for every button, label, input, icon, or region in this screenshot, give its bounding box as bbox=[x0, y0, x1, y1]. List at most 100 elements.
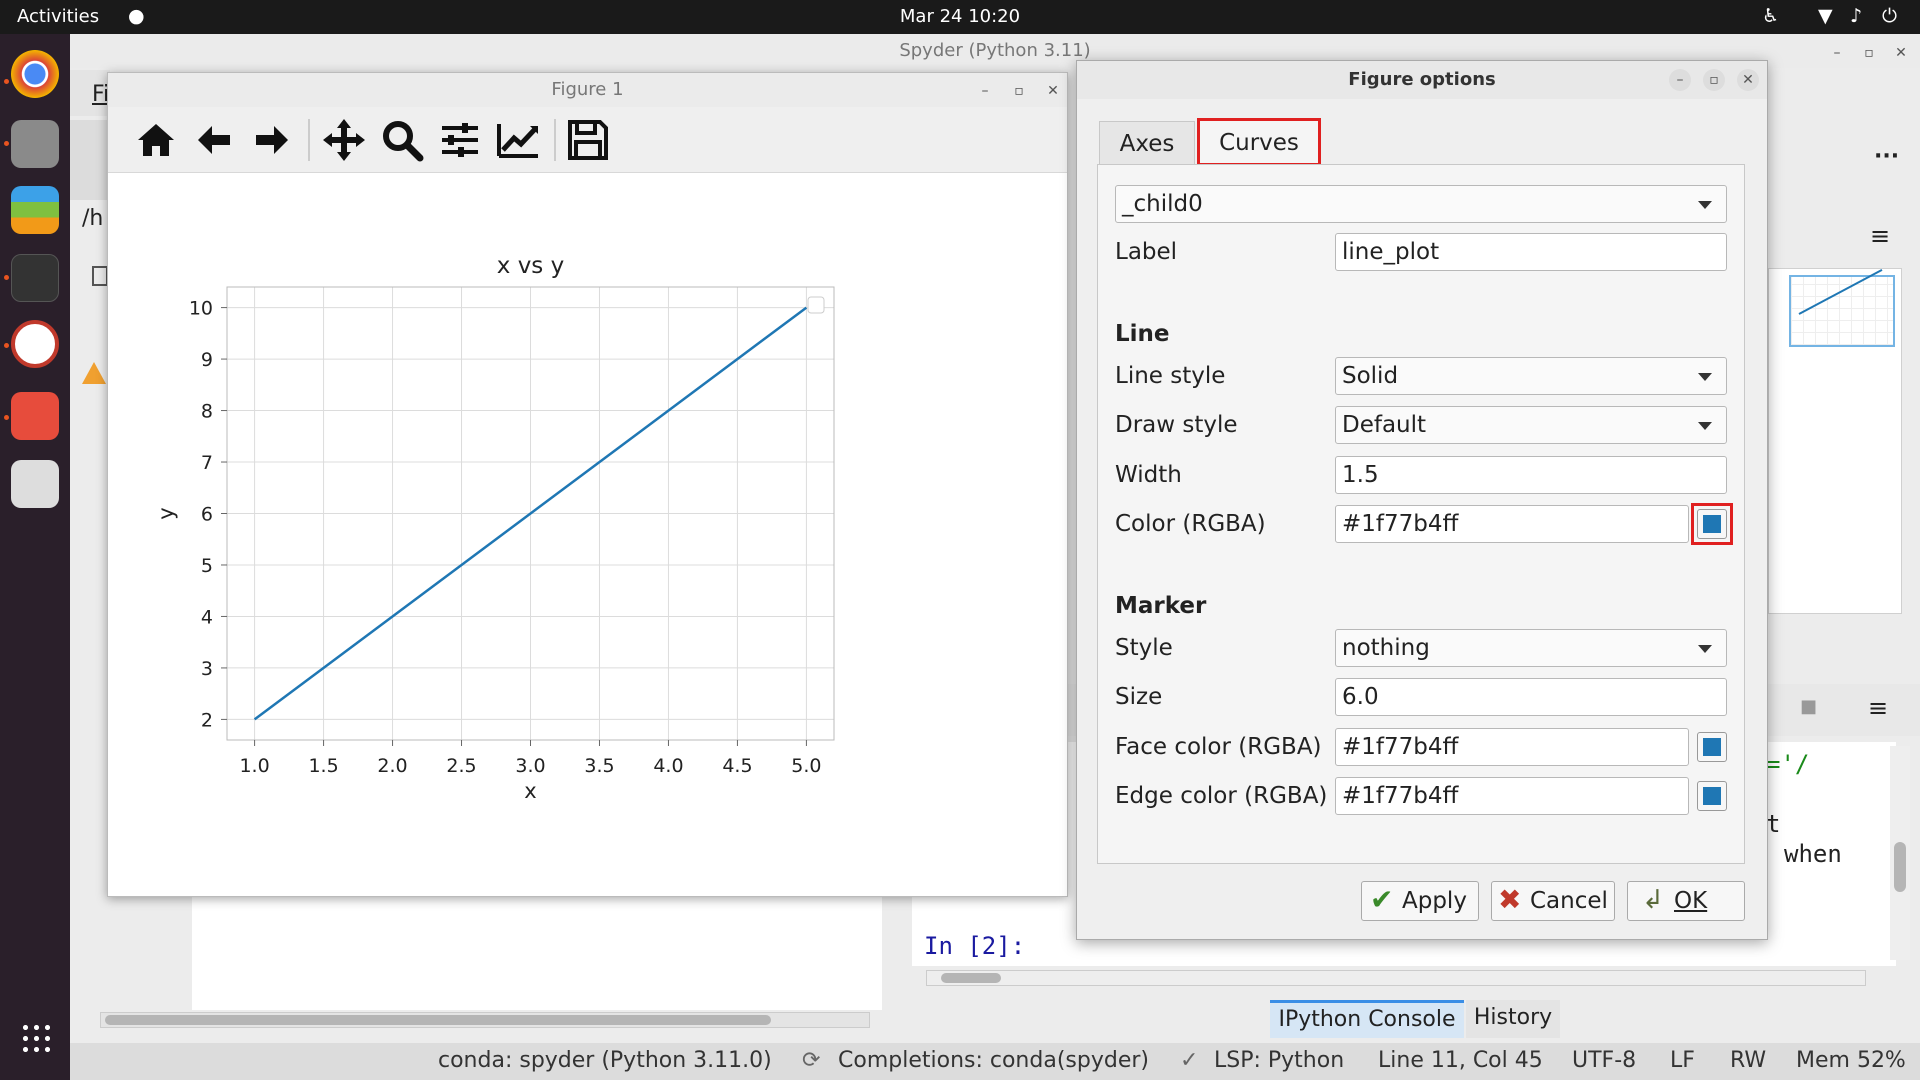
pan-icon[interactable] bbox=[320, 116, 368, 164]
line-style-value: Solid bbox=[1342, 363, 1399, 389]
console-menu-icon[interactable]: ≡ bbox=[1868, 694, 1889, 722]
color-picker-button[interactable] bbox=[1697, 509, 1727, 539]
status-completions[interactable]: Completions: conda(spyder) bbox=[838, 1048, 1149, 1073]
label-field[interactable]: line_plot bbox=[1335, 233, 1727, 271]
edge-color-swatch bbox=[1703, 787, 1721, 805]
stop-icon[interactable]: ■ bbox=[1800, 696, 1818, 717]
accessibility-icon[interactable]: ♿ bbox=[1762, 5, 1780, 27]
apply-button[interactable]: ✔ Apply bbox=[1361, 881, 1479, 921]
line-chart[interactable]: 1.0 1.5 2.0 2.5 3.0 3.5 4.0 4.5 5.0 2 3 4 5 6 7 8 9 10 x … bbox=[108, 173, 1067, 897]
chart-series bbox=[253, 306, 808, 721]
chart-tick-labels: 1.0 1.5 2.0 2.5 3.0 3.5 4.0 4.5 5.0 2 3 4 5 6 7 8 9 10 bbox=[189, 298, 822, 777]
y-tick-label: 4 bbox=[201, 606, 213, 628]
curve-select-value: _child0 bbox=[1122, 191, 1203, 217]
cancel-icon: ✖ bbox=[1498, 883, 1522, 916]
spyder-close-button[interactable]: ✕ bbox=[1895, 45, 1907, 61]
cancel-label: Cancel bbox=[1530, 888, 1608, 914]
power-icon[interactable]: ⏻ bbox=[1882, 5, 1898, 27]
home-icon[interactable] bbox=[132, 116, 180, 164]
edge-color-picker-button[interactable] bbox=[1697, 781, 1727, 811]
figure-close-button[interactable]: ✕ bbox=[1047, 83, 1059, 99]
menu-file[interactable]: Fi bbox=[92, 82, 110, 107]
tab-axes[interactable]: Axes bbox=[1099, 121, 1195, 165]
console-text-3: when bbox=[1784, 840, 1842, 868]
status-mode: RW bbox=[1730, 1048, 1767, 1073]
figure-title: Figure 1 bbox=[108, 73, 1067, 107]
console-v-scrollbar[interactable] bbox=[1890, 746, 1910, 960]
status-lsp[interactable]: LSP: Python bbox=[1214, 1048, 1345, 1073]
color-picker-highlight bbox=[1691, 503, 1733, 545]
cancel-button[interactable]: ✖ Cancel bbox=[1491, 881, 1615, 921]
chevron-down-icon bbox=[1698, 422, 1712, 430]
editor-h-scrollbar[interactable] bbox=[100, 1012, 870, 1028]
dialog-maximize-button[interactable]: ▫ bbox=[1703, 69, 1725, 91]
tab-history[interactable]: History bbox=[1466, 1000, 1560, 1038]
width-field[interactable]: 1.5 bbox=[1335, 456, 1727, 494]
size-field[interactable]: 6.0 bbox=[1335, 678, 1727, 716]
y-tick-label: 7 bbox=[201, 452, 213, 474]
layers-app-icon[interactable] bbox=[11, 186, 59, 234]
line-style-select[interactable]: Solid bbox=[1335, 357, 1727, 395]
chart-legend bbox=[807, 296, 825, 314]
forward-arrow-icon[interactable] bbox=[248, 116, 296, 164]
curve-select[interactable]: _child0 bbox=[1115, 185, 1727, 223]
subplots-icon[interactable] bbox=[436, 116, 484, 164]
checkbox-fragment[interactable] bbox=[92, 266, 108, 286]
files-icon[interactable] bbox=[11, 120, 59, 168]
spyder-maximize-button[interactable]: ▫ bbox=[1864, 45, 1874, 61]
x-tick-label: 3.0 bbox=[515, 755, 545, 777]
spyder-icon[interactable] bbox=[11, 320, 59, 368]
y-tick-label: 8 bbox=[201, 401, 213, 423]
x-tick-label: 4.0 bbox=[653, 755, 683, 777]
tab-ipython-console[interactable]: IPython Console bbox=[1270, 1000, 1464, 1038]
more-options-icon[interactable]: ··· bbox=[1874, 144, 1900, 169]
status-conda[interactable]: conda: spyder (Python 3.11.0) bbox=[438, 1048, 772, 1073]
tab-curves[interactable]: Curves bbox=[1197, 118, 1321, 166]
label-label: Label bbox=[1115, 239, 1178, 265]
color-field[interactable]: #1f77b4ff bbox=[1335, 505, 1689, 543]
editor-area[interactable] bbox=[192, 890, 882, 1010]
figure-maximize-button[interactable]: ▫ bbox=[1014, 83, 1024, 99]
edit-axis-icon[interactable] bbox=[494, 116, 542, 164]
text-editor-icon[interactable] bbox=[11, 392, 59, 440]
trash-icon[interactable] bbox=[11, 460, 59, 508]
console-h-scrollbar[interactable] bbox=[926, 970, 1866, 986]
lsp-check-icon: ✓ bbox=[1180, 1048, 1199, 1073]
chrome-icon[interactable] bbox=[11, 50, 59, 98]
spyder-minimize-button[interactable]: – bbox=[1833, 45, 1841, 61]
width-label: Width bbox=[1115, 462, 1182, 488]
ok-button[interactable]: ↲ OK bbox=[1627, 881, 1745, 921]
x-tick-label: 1.0 bbox=[239, 755, 269, 777]
activities-button[interactable]: Activities bbox=[17, 6, 100, 27]
terminal-icon[interactable] bbox=[11, 254, 59, 302]
status-memory: Mem 52% bbox=[1796, 1048, 1906, 1073]
face-color-field[interactable]: #1f77b4ff bbox=[1335, 728, 1689, 766]
face-color-picker-button[interactable] bbox=[1697, 732, 1727, 762]
volume-icon[interactable]: ♪ bbox=[1850, 5, 1863, 27]
marker-style-select[interactable]: nothing bbox=[1335, 629, 1727, 667]
x-tick-label: 2.5 bbox=[446, 755, 476, 777]
save-icon[interactable] bbox=[564, 116, 612, 164]
y-tick-label: 9 bbox=[201, 349, 213, 371]
chart-title: x vs y bbox=[497, 253, 564, 279]
edge-color-field[interactable]: #1f77b4ff bbox=[1335, 777, 1689, 815]
wifi-icon[interactable]: ▼ bbox=[1818, 5, 1833, 27]
dialog-close-button[interactable]: ✕ bbox=[1737, 69, 1759, 91]
plots-menu-icon[interactable]: ≡ bbox=[1870, 222, 1891, 250]
plots-pane bbox=[1768, 268, 1902, 614]
plot-thumbnail[interactable] bbox=[1789, 268, 1895, 347]
check-icon: ✔ bbox=[1370, 883, 1394, 916]
spyder-status-icon[interactable]: ● bbox=[128, 5, 145, 27]
status-bar: conda: spyder (Python 3.11.0) ⟳ Completi… bbox=[70, 1043, 1920, 1080]
dialog-minimize-button[interactable]: – bbox=[1669, 69, 1691, 91]
series-line[interactable] bbox=[253, 306, 808, 721]
back-arrow-icon[interactable] bbox=[190, 116, 238, 164]
clock[interactable]: Mar 24 10:20 bbox=[899, 6, 1021, 27]
figure-minimize-button[interactable]: – bbox=[981, 83, 989, 99]
y-tick-label: 5 bbox=[201, 555, 213, 577]
zoom-icon[interactable] bbox=[378, 116, 426, 164]
app-grid-icon[interactable] bbox=[20, 1022, 52, 1054]
draw-style-select[interactable]: Default bbox=[1335, 406, 1727, 444]
console-prompt: In [2]: bbox=[924, 932, 1026, 960]
top-bar: Activities ● Mar 24 10:20 ♿ ▼ ♪ ⏻ bbox=[0, 0, 1920, 34]
